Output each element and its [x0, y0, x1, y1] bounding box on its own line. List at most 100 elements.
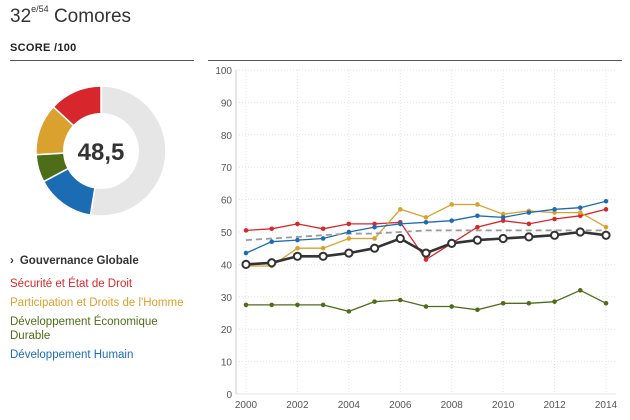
series-participation-point[interactable]	[423, 215, 429, 220]
series-global-point[interactable]	[472, 235, 483, 245]
series-economic-point[interactable]	[372, 299, 377, 304]
series-participation-point[interactable]	[295, 245, 300, 251]
series-security-point[interactable]	[372, 221, 377, 227]
series-human-point[interactable]	[500, 215, 506, 220]
series-human-point[interactable]	[346, 229, 352, 235]
series-security-point[interactable]	[475, 224, 480, 230]
series-global-point[interactable]	[549, 230, 560, 240]
series-economic-point[interactable]	[243, 302, 249, 308]
series-security-point[interactable]	[269, 226, 275, 232]
series-economic-point[interactable]	[449, 304, 455, 309]
series-global-point[interactable]	[524, 232, 534, 242]
series-human-point[interactable]	[577, 205, 583, 210]
series-economic-point[interactable]	[552, 299, 557, 304]
y-tick-label: 40	[221, 260, 233, 271]
series-global-point[interactable]	[344, 248, 354, 258]
country-name: Comores	[53, 6, 132, 27]
series-human-point[interactable]	[423, 219, 429, 225]
legend-item-participation[interactable]: Participation et Droits de l'Homme	[10, 297, 184, 309]
series-human-point[interactable]	[449, 218, 455, 223]
legend-item-human[interactable]: Développement Humain	[10, 349, 134, 361]
series-human-point[interactable]	[269, 239, 275, 245]
series-economic-point[interactable]	[320, 302, 326, 308]
y-tick-label: 90	[221, 98, 233, 109]
x-tick-label: 2010	[492, 400, 515, 411]
series-human-point[interactable]	[320, 236, 326, 241]
y-tick-label: 20	[221, 325, 233, 336]
series-economic-point[interactable]	[577, 288, 583, 293]
series-human-point[interactable]	[603, 198, 609, 204]
y-tick-label: 70	[221, 163, 233, 174]
series-human-point[interactable]	[526, 210, 532, 215]
series-participation-point[interactable]	[397, 207, 403, 212]
series-participation-point[interactable]	[372, 236, 377, 241]
score-heading: SCORE /100	[10, 42, 77, 54]
series-human-point[interactable]	[372, 224, 377, 230]
series-global-point[interactable]	[292, 251, 303, 261]
series-global-point[interactable]	[447, 238, 457, 248]
series-economic-point[interactable]	[526, 300, 532, 306]
series-participation-point[interactable]	[552, 210, 557, 215]
series-security-point[interactable]	[295, 221, 300, 227]
y-tick-label: 30	[221, 293, 233, 304]
series-economic-point[interactable]	[603, 300, 609, 306]
legend-item-security[interactable]: Sécurité et État de Droit	[10, 278, 133, 290]
series-global-point[interactable]	[601, 230, 611, 240]
series-participation-point[interactable]	[346, 236, 352, 241]
donut-hole	[63, 113, 139, 189]
series-global-point[interactable]	[498, 233, 508, 244]
series-economic-point[interactable]	[423, 304, 429, 309]
series-economic-point[interactable]	[397, 297, 403, 303]
series-global-point[interactable]	[575, 227, 585, 237]
left-divider	[10, 60, 194, 61]
series-human-point[interactable]	[397, 221, 403, 227]
series-security-point[interactable]	[526, 221, 532, 227]
series-human-point[interactable]	[475, 213, 480, 219]
rank-number: 32	[10, 6, 32, 27]
series-participation-point[interactable]	[475, 202, 480, 207]
series-human-line	[245, 200, 607, 254]
legend: › Gouvernance Globale Sécurité et État de…	[10, 254, 200, 367]
series-security-point[interactable]	[603, 207, 609, 212]
series-participation-point[interactable]	[603, 224, 609, 230]
x-tick-label: 2012	[543, 400, 566, 411]
series-global-point[interactable]	[421, 248, 431, 258]
series-security-point[interactable]	[346, 221, 352, 227]
series-human-point[interactable]	[295, 237, 300, 243]
series-global-point[interactable]	[369, 243, 380, 253]
series-human-point[interactable]	[243, 250, 249, 256]
series-global-point[interactable]	[395, 233, 405, 244]
line-chart: 0 10 20 30 40 50 60 70 80 90 100 2000 2002 2004 2006 20…	[215, 66, 618, 411]
series-participation-point[interactable]	[449, 202, 455, 207]
donut-score-value: 48,5	[78, 139, 125, 166]
series-economic-point[interactable]	[475, 307, 480, 313]
series-participation-point[interactable]	[320, 245, 326, 251]
series-human-point[interactable]	[552, 207, 557, 212]
series-global-point[interactable]	[267, 258, 277, 268]
series-participation-point[interactable]	[500, 211, 506, 217]
series-security-point[interactable]	[577, 213, 583, 219]
series-global-point[interactable]	[318, 251, 328, 261]
series-economic-point[interactable]	[500, 300, 506, 306]
chevron-right-icon: ›	[10, 255, 14, 267]
series-economic-point[interactable]	[269, 302, 275, 308]
x-tick-label: 2004	[338, 400, 361, 411]
series-security-point[interactable]	[552, 216, 557, 222]
series-participation-point[interactable]	[577, 210, 583, 215]
score-donut-chart: 48,5	[35, 85, 167, 217]
x-tick-label: 2002	[286, 400, 309, 411]
series-global-point[interactable]	[241, 259, 251, 269]
series-economic-point[interactable]	[295, 302, 300, 308]
y-tick-label: 0	[226, 390, 232, 401]
legend-item-global[interactable]: › Gouvernance Globale	[10, 254, 200, 268]
series-security-point[interactable]	[320, 226, 326, 232]
x-tick-label: 2014	[595, 400, 618, 411]
series-average-line	[245, 229, 606, 241]
y-tick-label: 60	[221, 196, 233, 207]
rank-superscript: e/54	[31, 4, 49, 14]
series-security-point[interactable]	[423, 257, 429, 262]
series-security-point[interactable]	[500, 218, 506, 223]
series-economic-point[interactable]	[346, 309, 352, 314]
legend-item-economic[interactable]: Développement Économique Durable	[10, 316, 158, 342]
series-security-point[interactable]	[243, 228, 249, 233]
